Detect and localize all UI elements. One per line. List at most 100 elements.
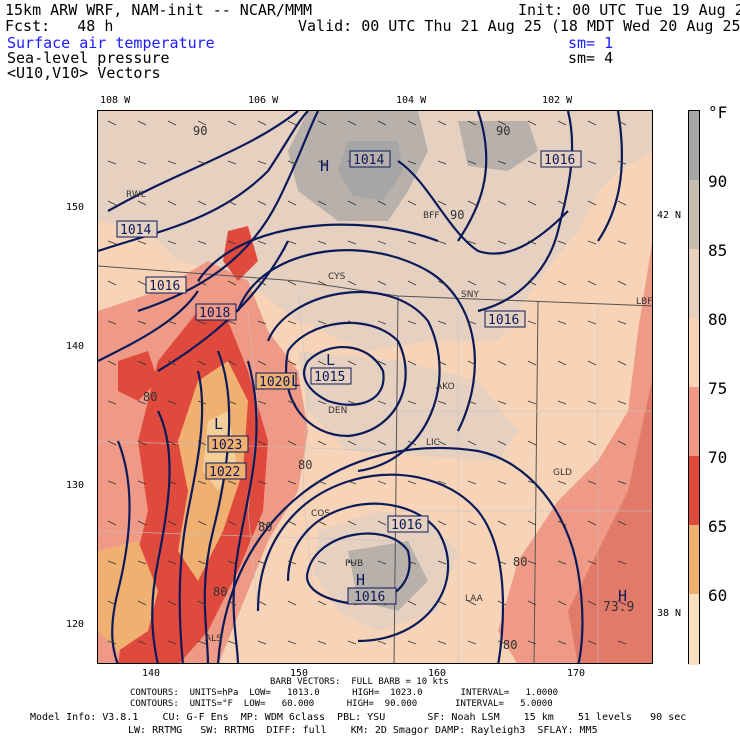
temp-85-90-fill [98,111,652,351]
colorbar-label-85: 85 [708,241,728,260]
svg-text:80: 80 [503,638,517,652]
svg-text:SNY: SNY [461,290,479,300]
svg-text:80: 80 [513,555,527,569]
cb-seg-80-85 [689,249,699,318]
svg-text:LBF: LBF [636,297,652,307]
temp-85-90-fill-2 [298,351,518,461]
cb-seg-60-65 [689,525,699,594]
isobar-label: 1014 [353,153,384,168]
barb-info: BARB VECTORS: FULL BARB = 10 kts [270,677,449,687]
colorbar-label-75: 75 [708,379,728,398]
smoothing-1: sm= 1 [568,34,614,52]
isobar-label: 1022 [209,465,240,480]
high-marker: H [320,157,329,175]
grid-x-tick-150: 150 [290,668,309,679]
grid-x-tick-170: 170 [567,668,586,679]
cb-seg-65-70 [689,456,699,525]
field-vectors: <U10,V10> Vectors [7,64,161,82]
nw-70-75-fill [118,351,158,401]
svg-text:LAA: LAA [465,594,484,604]
map-canvas: 1014 1016 1014 1016 1018 1016 1016 1020 … [98,111,652,663]
svg-text:LIC: LIC [426,438,440,448]
low-marker: L [214,415,223,433]
grid-y-tick-140: 140 [66,341,85,352]
svg-text:80: 80 [213,585,227,599]
init-time: Init: 00 UTC Tue 19 Aug 25 [518,1,740,19]
cb-seg-90plus [689,111,699,180]
isobar-label: 1016 [391,518,422,533]
svg-text:80: 80 [143,390,157,404]
svg-text:GLD: GLD [553,468,572,478]
colorbar-label-80: 80 [708,310,728,329]
grid-y-tick-120: 120 [66,619,85,630]
valid-time: Valid: 00 UTC Thu 21 Aug 25 (18 MDT Wed … [298,17,740,35]
isobar-label: 1016 [544,153,575,168]
svg-text:73.9: 73.9 [603,600,634,615]
colorbar-unit: °F [708,103,728,122]
county-lines [98,290,652,663]
svg-text:COS: COS [311,509,330,519]
svg-text:BFF: BFF [423,211,440,221]
field-slp: Sea-level pressure [7,49,170,67]
contours-temp: CONTOURS: UNITS=°F LOW= 60.000 HIGH= 90.… [130,699,553,709]
pressure-centers: H L L H L H [214,157,627,605]
cb-seg-85-90 [689,180,699,249]
smoothing-2: sm= 4 [568,49,614,67]
low-marker: L [326,351,335,369]
temp-90-plus-fill-2 [458,121,538,171]
svg-text:80: 80 [258,520,272,534]
isobar-label: 1018 [199,306,230,321]
svg-text:AKO: AKO [436,382,455,392]
svg-text:DEN: DEN [328,406,347,416]
lon-tick-104w: 104 W [396,95,427,106]
cb-seg-70-75 [689,387,699,456]
cb-seg-below-60 [689,594,699,665]
field-surface-temp: Surface air temperature [7,34,215,52]
isobar-label: 1016 [354,590,385,605]
colorbar-label-90: 90 [708,172,728,191]
isobar-label: 1014 [120,223,151,238]
svg-text:PUB: PUB [345,559,363,569]
high-marker: H [618,587,627,605]
colorbar-label-60: 60 [708,586,728,605]
grid-y-tick-130: 130 [66,480,85,491]
model-title: 15km ARW WRF, NAM-init -- NCAR/MMM [5,1,313,19]
forecast-hour: Fcst: 48 h [5,17,114,35]
temp-70-75-fill-east [568,380,652,663]
station-labels: RWL BFF CYS SNY AKO DEN LIC GLD COS PUB … [126,190,652,644]
temperature-colorbar [688,110,700,665]
lat-tick-42n: 42 N [657,210,682,221]
lon-tick-102w: 102 W [542,95,573,106]
svg-text:ALS: ALS [205,634,222,644]
contours-hpa: CONTOURS: UNITS=hPa LOW= 1013.0 HIGH= 10… [130,688,559,698]
isobar-label: 1020 [259,375,290,390]
lon-tick-108w: 108 W [100,95,131,106]
high-marker: H [356,571,365,589]
lat-tick-38n: 38 N [657,608,682,619]
lat-tick-40n: 40 N [657,408,682,419]
colorbar-label-70: 70 [708,448,728,467]
grid-x-tick-140: 140 [142,668,161,679]
isobars [98,111,624,663]
model-info-2: LW: RRTMG SW: RRTMG DIFF: full KM: 2D Sm… [128,725,598,736]
svg-text:90: 90 [450,208,464,222]
isobar-label: 1016 [488,313,519,328]
cb-seg-75-80 [689,318,699,387]
isobar-labels: 1014 1016 1014 1016 1018 1016 1016 1020 … [116,150,582,605]
svg-text:RWL: RWL [126,190,146,200]
svg-text:90: 90 [496,124,510,138]
grid-y-tick-150: 150 [66,202,85,213]
isobar-label: 1016 [149,279,180,294]
isobar-label: 1023 [211,438,242,453]
temperature-labels: 90 90 90 80 80 80 80 80 80 73.9 [143,124,634,652]
svg-text:CYS: CYS [328,272,346,282]
model-info-1: Model Info: V3.8.1 CU: G-F Ens MP: WDM 6… [30,712,687,723]
colorbar-label-65: 65 [708,517,728,536]
svg-text:80: 80 [298,458,312,472]
svg-text:90: 90 [193,124,207,138]
lon-tick-106w: 106 W [248,95,279,106]
low-marker: L [291,372,300,390]
weather-map: 1014 1016 1014 1016 1018 1016 1016 1020 … [97,110,653,664]
grid-x-tick-160: 160 [428,668,447,679]
isobar-label: 1015 [314,370,345,385]
